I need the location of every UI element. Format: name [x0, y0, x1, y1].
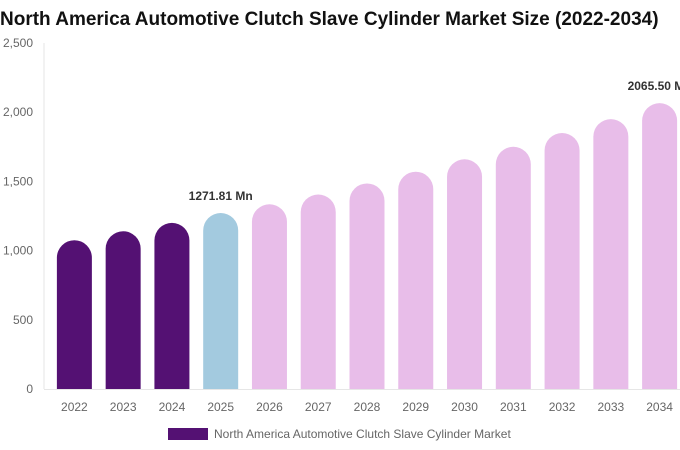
bars [56, 103, 678, 390]
x-tick-label: 2028 [354, 400, 381, 414]
x-tick-label: 2033 [597, 400, 624, 414]
bar-2029 [398, 171, 434, 389]
data-labels: 1271.81 Mn 2065.50 Mn [189, 79, 680, 203]
bar-2023 [105, 231, 141, 389]
x-tick-label: 2029 [402, 400, 429, 414]
bar-2033 [593, 119, 629, 390]
x-tick-label: 2023 [110, 400, 137, 414]
bar-2030 [447, 159, 483, 389]
y-axis: 0 500 1,000 1,500 2,000 2,500 [3, 36, 45, 396]
bar-2034 [642, 103, 678, 390]
bar-2027 [300, 194, 336, 389]
bar-2024 [154, 222, 190, 389]
y-tick-label: 1,500 [3, 174, 33, 188]
y-tick-label: 0 [26, 382, 33, 396]
legend: North America Automotive Clutch Slave Cy… [168, 425, 511, 443]
x-tick-label: 2030 [451, 400, 478, 414]
y-tick-label: 2,000 [3, 105, 33, 119]
bar-2028 [349, 183, 385, 389]
bar-2022 [56, 240, 92, 389]
bar-2025 [203, 212, 239, 389]
y-tick-label: 500 [13, 313, 33, 327]
x-tick-label: 2024 [159, 400, 186, 414]
legend-swatch [168, 428, 208, 440]
x-tick-label: 2034 [646, 400, 673, 414]
bar-2031 [495, 146, 531, 389]
chart-title: North America Automotive Clutch Slave Cy… [0, 9, 659, 30]
legend-label: North America Automotive Clutch Slave Cy… [214, 427, 511, 441]
x-tick-label: 2022 [61, 400, 88, 414]
x-tick-label: 2032 [549, 400, 576, 414]
data-label-2025: 1271.81 Mn [189, 189, 253, 203]
bar-2032 [544, 132, 580, 389]
y-tick-label: 2,500 [3, 36, 33, 50]
y-tick-label: 1,000 [3, 244, 33, 258]
bar-2026 [251, 204, 287, 389]
x-tick-label: 2025 [207, 400, 234, 414]
x-tick-label: 2027 [305, 400, 332, 414]
x-tick-label: 2031 [500, 400, 527, 414]
x-tick-label: 2026 [256, 400, 283, 414]
data-label-2034: 2065.50 Mn [628, 79, 680, 93]
x-axis: 2022 2023 2024 2025 2026 2027 2028 2029 2030 2031… [44, 389, 680, 414]
